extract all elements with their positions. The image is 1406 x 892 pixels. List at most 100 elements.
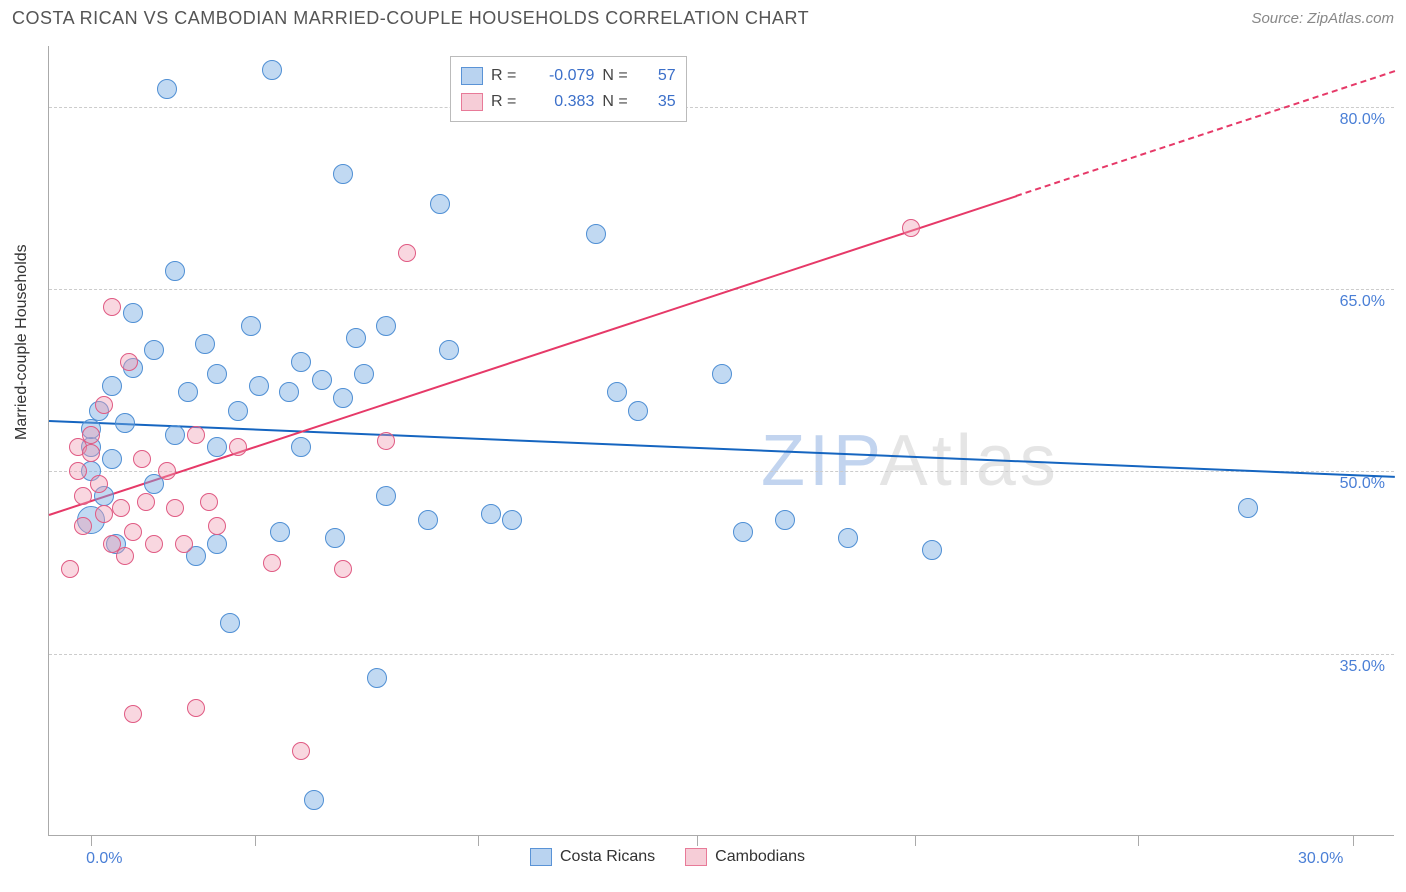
legend-swatch bbox=[461, 93, 483, 111]
gridline bbox=[49, 471, 1394, 472]
data-point bbox=[607, 382, 627, 402]
x-tick bbox=[1353, 836, 1354, 846]
data-point bbox=[166, 499, 184, 517]
data-point bbox=[102, 449, 122, 469]
legend-label: Costa Ricans bbox=[560, 848, 655, 866]
x-tick bbox=[915, 836, 916, 846]
data-point bbox=[377, 432, 395, 450]
data-point bbox=[157, 79, 177, 99]
data-point bbox=[208, 517, 226, 535]
data-point bbox=[137, 493, 155, 511]
x-tick bbox=[1138, 836, 1139, 846]
data-point bbox=[333, 164, 353, 184]
gridline bbox=[49, 654, 1394, 655]
data-point bbox=[116, 547, 134, 565]
data-point bbox=[165, 261, 185, 281]
data-point bbox=[430, 194, 450, 214]
data-point bbox=[144, 340, 164, 360]
data-point bbox=[158, 462, 176, 480]
data-point bbox=[175, 535, 193, 553]
data-point bbox=[1238, 498, 1258, 518]
data-point bbox=[775, 510, 795, 530]
source-attribution: Source: ZipAtlas.com bbox=[1251, 10, 1394, 27]
series-legend: Costa Ricans Cambodians bbox=[530, 848, 805, 866]
legend-item: Cambodians bbox=[685, 848, 805, 866]
data-point bbox=[207, 534, 227, 554]
data-point bbox=[195, 334, 215, 354]
x-tick bbox=[478, 836, 479, 846]
correlation-legend: R =-0.079N =57R =0.383N =35 bbox=[450, 56, 687, 122]
data-point bbox=[838, 528, 858, 548]
data-point bbox=[376, 316, 396, 336]
data-point bbox=[502, 510, 522, 530]
data-point bbox=[333, 388, 353, 408]
data-point bbox=[178, 382, 198, 402]
legend-row: R =-0.079N =57 bbox=[461, 63, 676, 89]
data-point bbox=[304, 790, 324, 810]
data-point bbox=[82, 426, 100, 444]
data-point bbox=[133, 450, 151, 468]
data-point bbox=[312, 370, 332, 390]
x-tick-label: 30.0% bbox=[1298, 850, 1343, 868]
data-point bbox=[124, 705, 142, 723]
data-point bbox=[102, 376, 122, 396]
data-point bbox=[263, 554, 281, 572]
data-point bbox=[291, 437, 311, 457]
data-point bbox=[922, 540, 942, 560]
data-point bbox=[902, 219, 920, 237]
x-tick bbox=[255, 836, 256, 846]
data-point bbox=[61, 560, 79, 578]
data-point bbox=[241, 316, 261, 336]
data-point bbox=[439, 340, 459, 360]
y-tick-label: 35.0% bbox=[1325, 658, 1385, 676]
legend-swatch bbox=[530, 848, 552, 866]
data-point bbox=[367, 668, 387, 688]
data-point bbox=[346, 328, 366, 348]
x-tick bbox=[697, 836, 698, 846]
legend-row: R =0.383N =35 bbox=[461, 89, 676, 115]
data-point bbox=[145, 535, 163, 553]
trend-line bbox=[1016, 70, 1395, 197]
data-point bbox=[712, 364, 732, 384]
data-point bbox=[733, 522, 753, 542]
data-point bbox=[229, 438, 247, 456]
data-point bbox=[115, 413, 135, 433]
chart-header: COSTA RICAN VS CAMBODIAN MARRIED-COUPLE … bbox=[0, 0, 1406, 33]
data-point bbox=[291, 352, 311, 372]
data-point bbox=[90, 475, 108, 493]
data-point bbox=[279, 382, 299, 402]
data-point bbox=[187, 426, 205, 444]
data-point bbox=[207, 364, 227, 384]
data-point bbox=[376, 486, 396, 506]
data-point bbox=[165, 425, 185, 445]
data-point bbox=[74, 487, 92, 505]
x-tick-label: 0.0% bbox=[86, 850, 122, 868]
data-point bbox=[200, 493, 218, 511]
data-point bbox=[95, 396, 113, 414]
y-axis-label: Married-couple Households bbox=[13, 244, 31, 440]
legend-swatch bbox=[461, 67, 483, 85]
data-point bbox=[228, 401, 248, 421]
data-point bbox=[292, 742, 310, 760]
gridline bbox=[49, 289, 1394, 290]
data-point bbox=[207, 437, 227, 457]
legend-item: Costa Ricans bbox=[530, 848, 655, 866]
data-point bbox=[398, 244, 416, 262]
data-point bbox=[354, 364, 374, 384]
data-point bbox=[82, 444, 100, 462]
data-point bbox=[69, 462, 87, 480]
data-point bbox=[220, 613, 240, 633]
data-point bbox=[103, 298, 121, 316]
data-point bbox=[95, 505, 113, 523]
data-point bbox=[586, 224, 606, 244]
plot-area: ZIPAtlas35.0%50.0%65.0%80.0%0.0%30.0% bbox=[48, 46, 1394, 836]
chart-title: COSTA RICAN VS CAMBODIAN MARRIED-COUPLE … bbox=[12, 8, 809, 29]
data-point bbox=[120, 353, 138, 371]
legend-swatch bbox=[685, 848, 707, 866]
data-point bbox=[334, 560, 352, 578]
gridline bbox=[49, 107, 1394, 108]
data-point bbox=[124, 523, 142, 541]
data-point bbox=[112, 499, 130, 517]
data-point bbox=[262, 60, 282, 80]
data-point bbox=[187, 699, 205, 717]
